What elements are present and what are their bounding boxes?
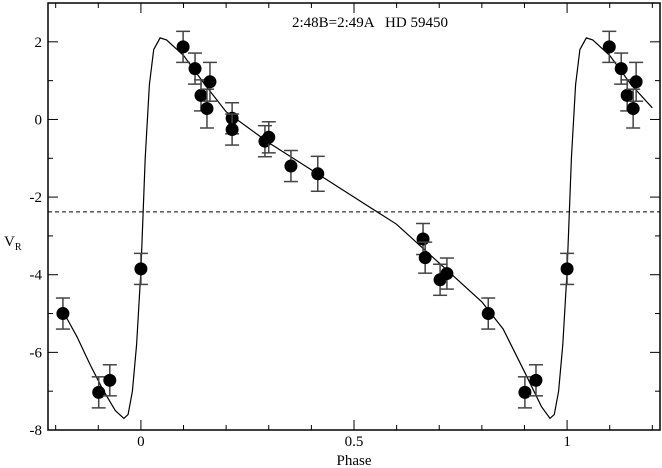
data-point [440,267,454,281]
data-point [626,102,640,116]
data-point [203,75,217,89]
data-point [529,373,543,387]
plot-frame [47,2,661,431]
data-point [416,232,430,246]
fit-curve [63,37,653,420]
data-point [518,385,532,399]
x-tick-label: 1 [563,434,571,450]
data-point [311,167,325,181]
y-tick-label: 2 [35,35,43,51]
data-point [418,251,432,265]
data-point [200,102,214,116]
data-point [629,75,643,89]
x-tick-label: 0 [137,434,145,450]
y-tick-label: 0 [35,112,43,128]
data-point [56,307,70,321]
data-point [103,373,117,387]
data-point [92,385,106,399]
data-point [614,62,628,76]
x-tick-label: 0.5 [345,434,364,450]
y-tick-label: -6 [30,345,43,361]
data-point [176,40,190,54]
y-axis-label-main: V [4,234,15,250]
data-point [560,262,574,276]
data-point [602,40,616,54]
y-tick-label: -2 [30,190,43,206]
y-tick-label: -4 [30,268,43,284]
y-axis-label-sub: R [15,242,22,253]
data-point [481,307,495,321]
data-point [134,262,148,276]
y-tick-label: -8 [30,423,43,439]
data-point [188,62,202,76]
data-point [194,88,208,102]
y-axis-label: VR [4,234,22,253]
chart-title: 2:48B=2:49A HD 59450 [292,15,448,31]
data-point [620,88,634,102]
data-point [284,159,298,173]
x-axis-label: Phase [337,453,372,468]
data-point [225,123,239,137]
data-point [262,130,276,144]
